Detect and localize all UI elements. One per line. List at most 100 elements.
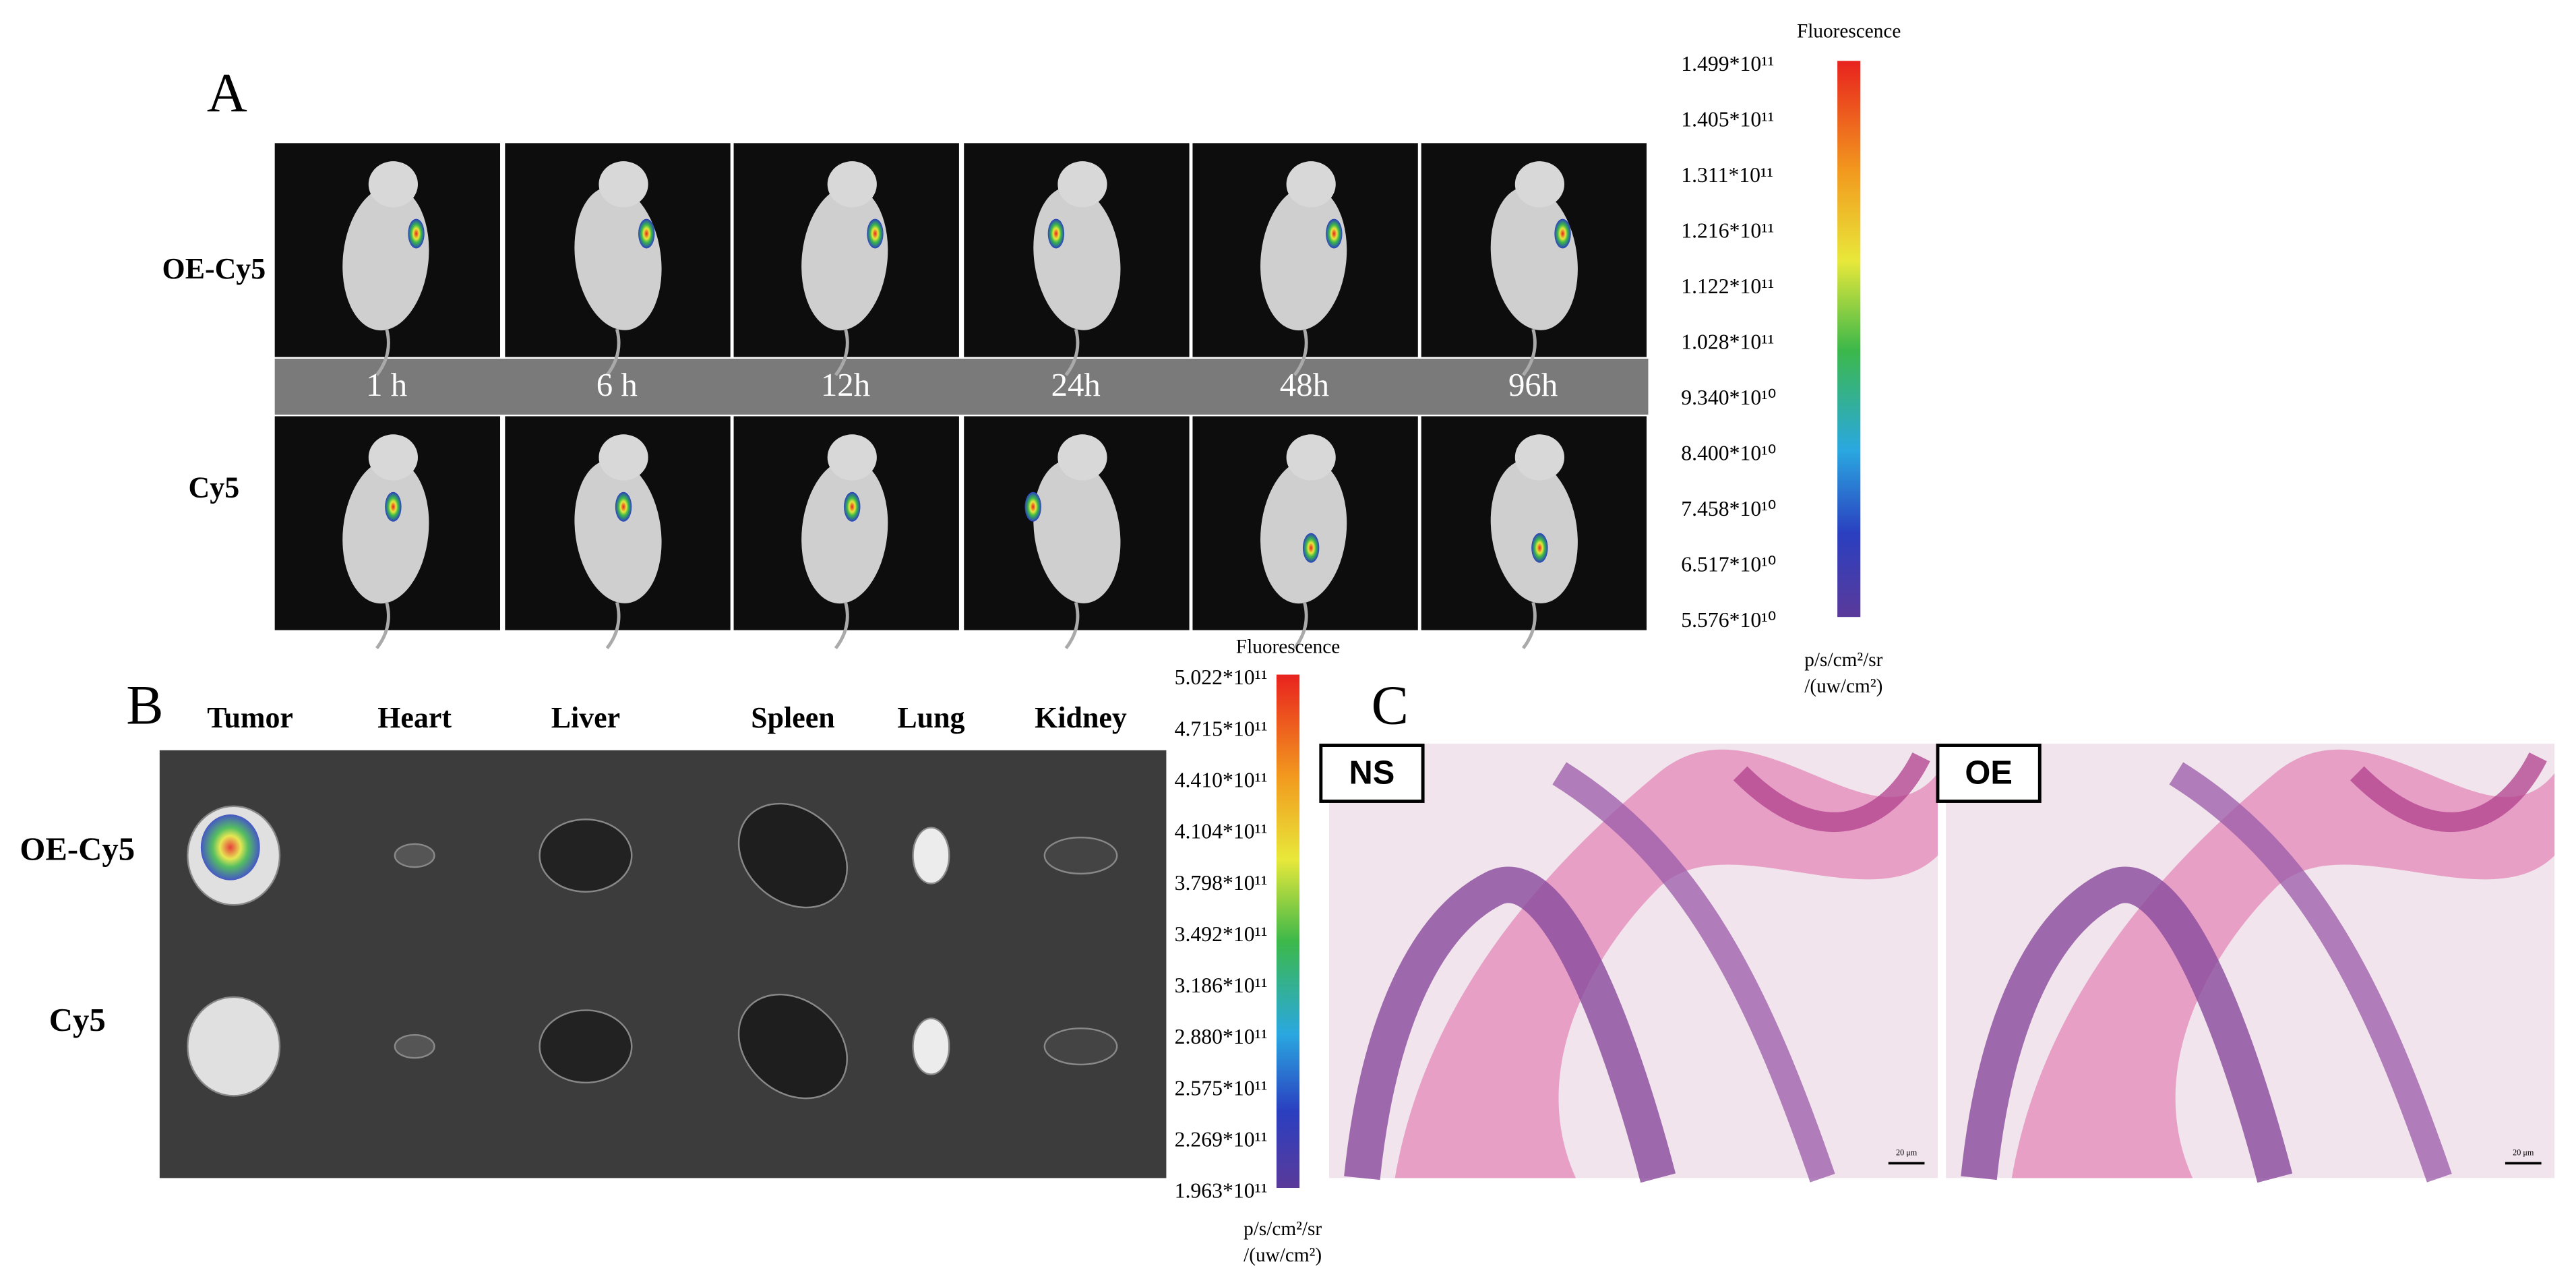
colorbar-units: p/s/cm²/sr <box>1804 649 1882 671</box>
mouse-tail <box>1064 601 1080 650</box>
mouse-head <box>827 434 877 481</box>
mouse-head <box>827 161 877 208</box>
image-label-box <box>1319 744 1425 803</box>
mouse-head <box>1514 434 1564 481</box>
colorbar-tick-label: 1.028*10¹¹ <box>1681 330 1774 353</box>
fluorescence-spot <box>1531 533 1548 563</box>
time-label: 6 h <box>596 367 638 403</box>
mouse-body <box>1490 186 1578 330</box>
colorbar <box>1837 61 1861 618</box>
colorbar-tick-label: 5.576*10¹⁰ <box>1681 608 1776 632</box>
organ <box>1043 1027 1118 1066</box>
colorbar-tick-label: 3.186*10¹¹ <box>1175 974 1268 997</box>
organ-label: Spleen <box>751 701 834 734</box>
row-label: OE-Cy5 <box>20 831 135 867</box>
fluorescence-spot <box>1024 491 1041 522</box>
mouse-body <box>801 186 888 331</box>
colorbar-units: /(uw/cm²) <box>1804 676 1882 697</box>
colorbar-tick-label: 3.492*10¹¹ <box>1175 922 1268 946</box>
mouse-tail <box>375 328 390 376</box>
organ <box>394 843 435 868</box>
mouse-head <box>368 434 418 481</box>
colorbar-units: p/s/cm²/sr <box>1244 1218 1322 1240</box>
mouse-head <box>368 161 418 208</box>
colorbar-tick-label: 7.458*10¹⁰ <box>1681 497 1776 520</box>
organ <box>737 993 849 1100</box>
time-label: 1 h <box>366 367 407 403</box>
organ <box>394 1034 435 1059</box>
organ <box>539 818 633 893</box>
mouse-tail <box>375 601 390 650</box>
organ <box>912 827 950 885</box>
fluorescence-spot <box>867 218 884 249</box>
mouse-head <box>1286 161 1336 208</box>
colorbar-tick-label: 2.269*10¹¹ <box>1175 1127 1268 1151</box>
panel-label: B <box>126 674 163 736</box>
fluorescence-spot <box>844 491 861 522</box>
organ-label: Kidney <box>1035 701 1127 734</box>
epithelium <box>1344 866 1676 1183</box>
time-label: 96h <box>1508 367 1558 403</box>
organ <box>187 996 281 1097</box>
time-band <box>274 359 1649 415</box>
mouse-head <box>1057 161 1107 208</box>
mouse-head <box>1057 434 1107 481</box>
fluorescence-spot <box>1326 218 1343 249</box>
colorbar-tick-label: 6.517*10¹⁰ <box>1681 552 1776 576</box>
colorbar-tick-label: 2.880*10¹¹ <box>1175 1025 1268 1048</box>
colorbar-tick-label: 1.405*10¹¹ <box>1681 107 1774 131</box>
scale-bar-label: 20 μm <box>1896 1148 1918 1158</box>
colorbar-title: Fluorescence <box>1236 636 1340 657</box>
colorbar-tick-label: 5.022*10¹¹ <box>1175 665 1268 689</box>
row-label: OE-Cy5 <box>162 252 266 285</box>
image-label: OE <box>1965 754 2013 791</box>
mouse-body <box>342 459 429 604</box>
epithelium <box>1552 762 1835 1183</box>
colorbar-tick-label: 8.400*10¹⁰ <box>1681 441 1776 465</box>
fluorescence-spot <box>200 814 260 880</box>
fluorescence-spot <box>408 218 425 249</box>
mouse-tail <box>605 328 621 376</box>
mouse-body <box>801 459 888 604</box>
image-label-box <box>1936 744 2042 803</box>
mouse-body <box>1033 459 1121 603</box>
image-label: NS <box>1349 754 1395 791</box>
mouse-body <box>574 186 662 330</box>
organ <box>912 1017 950 1075</box>
organ-image <box>159 750 1167 1178</box>
fluorescence-spot <box>638 218 655 249</box>
colorbar-tick-label: 4.104*10¹¹ <box>1175 820 1268 843</box>
colorbar-title: Fluorescence <box>1797 21 1901 42</box>
mouse-body <box>1260 459 1347 604</box>
tissue <box>2011 749 2555 1178</box>
colorbar-tick-label: 4.715*10¹¹ <box>1175 717 1268 740</box>
mouse-head <box>1514 161 1564 208</box>
mouse-tail <box>605 601 621 650</box>
tissue <box>1394 749 1938 1178</box>
mouse-body <box>1490 459 1578 603</box>
colorbar-tick-label: 1.963*10¹¹ <box>1175 1179 1268 1203</box>
time-label: 48h <box>1280 367 1329 403</box>
colorbar-units: /(uw/cm²) <box>1244 1245 1322 1266</box>
panel-label: A <box>207 61 247 123</box>
organ <box>1043 836 1118 875</box>
epithelium <box>2350 752 2547 832</box>
epithelium <box>1733 752 1930 832</box>
fluorescence-spot <box>615 491 632 522</box>
time-label: 24h <box>1051 367 1101 403</box>
mouse-tail <box>1522 328 1537 376</box>
colorbar-tick-label: 9.340*10¹⁰ <box>1681 386 1776 409</box>
organ <box>539 1009 633 1084</box>
fluorescence-spot <box>385 491 402 522</box>
fluorescence-spot <box>1554 218 1571 249</box>
epithelium <box>1961 866 2293 1183</box>
organ-label: Liver <box>551 701 620 734</box>
scale-bar-label: 20 μm <box>2513 1148 2534 1158</box>
colorbar-tick-label: 1.122*10¹¹ <box>1681 274 1774 298</box>
mouse-body <box>1260 186 1347 331</box>
organ-label: Heart <box>377 701 452 734</box>
colorbar-tick-label: 4.410*10¹¹ <box>1175 768 1268 791</box>
organ-label: Lung <box>897 701 964 734</box>
